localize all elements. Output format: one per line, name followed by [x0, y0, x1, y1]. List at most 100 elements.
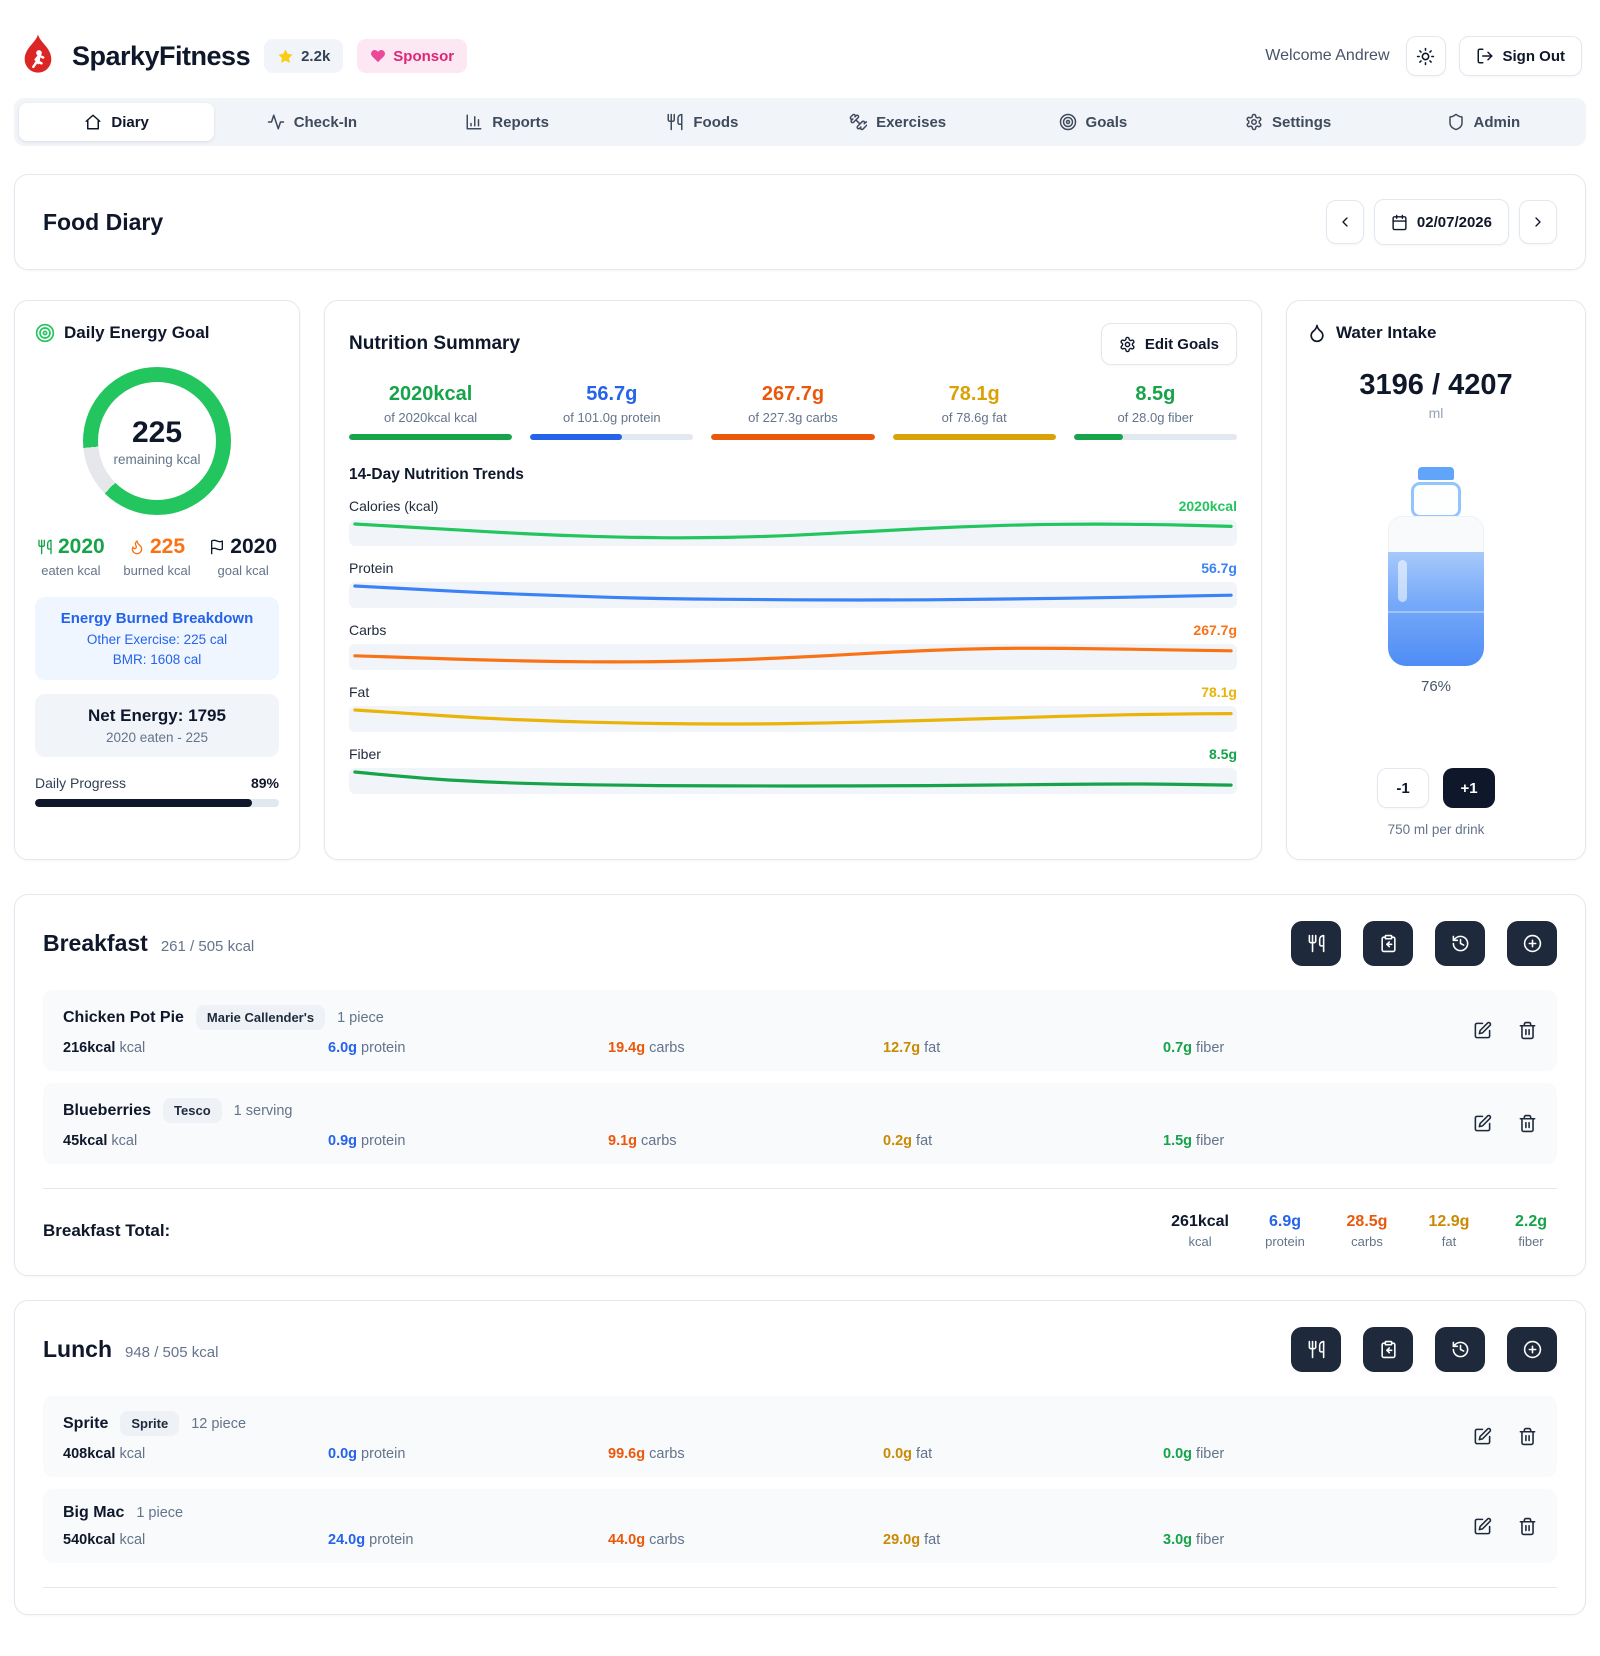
water-title: Water Intake — [1336, 323, 1437, 342]
trend-fiber: Fiber 8.5g — [349, 746, 1237, 794]
edit-pencil-icon — [1474, 1021, 1492, 1039]
trend-value: 8.5g — [1208, 746, 1237, 762]
food-name: Blueberries — [63, 1101, 152, 1119]
food-fiber: 0.7g — [1163, 1040, 1193, 1056]
add-item-button[interactable] — [1507, 921, 1557, 966]
fiber-value: 8.5g — [1135, 383, 1176, 405]
tab-check-in[interactable]: Check-In — [214, 103, 409, 141]
tab-diary[interactable]: Diary — [19, 103, 215, 141]
bar-chart-icon — [466, 114, 482, 130]
target-icon — [1059, 113, 1076, 131]
water-minus-button[interactable]: -1 — [1377, 768, 1429, 808]
main-nav: Diary Check-In Reports Foods Exercises G… — [14, 98, 1586, 146]
goal-stat: 2020 goal kcal — [209, 535, 277, 579]
tab-exercises[interactable]: Exercises — [800, 103, 995, 141]
tab-foods[interactable]: Foods — [605, 103, 800, 141]
utensils-icon — [38, 539, 52, 555]
edit-goals-label: Edit Goals — [1144, 335, 1219, 353]
total-protein: 6.9g — [1268, 1213, 1301, 1230]
food-quantity: 1 serving — [233, 1102, 293, 1119]
net-energy-box: Net Energy: 1795 2020 eaten - 225 — [35, 694, 279, 758]
fiber-goal-label: of 28.0g fiber — [1117, 410, 1194, 425]
log-out-icon — [1477, 48, 1492, 64]
plus-circle-icon — [1523, 934, 1541, 953]
delete-food-button[interactable] — [1518, 1427, 1537, 1446]
edit-food-button[interactable] — [1473, 1517, 1492, 1536]
delete-food-button[interactable] — [1518, 1114, 1537, 1133]
water-pct: 76% — [1420, 678, 1452, 695]
delete-food-button[interactable] — [1518, 1021, 1537, 1040]
edit-food-button[interactable] — [1473, 1114, 1492, 1133]
net-energy-sub: 2020 eaten - 225 — [105, 730, 209, 746]
tab-label: Reports — [492, 113, 549, 131]
clipboard-import-icon — [1380, 1340, 1396, 1359]
tab-settings[interactable]: Settings — [1191, 103, 1386, 141]
paste-food-button[interactable] — [1363, 1327, 1413, 1372]
app-logo-flame-icon — [24, 34, 52, 73]
add-food-button[interactable] — [1291, 1327, 1341, 1372]
edit-goals-button[interactable]: Edit Goals — [1100, 323, 1237, 365]
app-header: SparkyFitness 2.2k Sponsor Welcome Andre… — [0, 0, 1600, 80]
tab-label: Diary — [111, 113, 149, 131]
food-quantity: 1 piece — [337, 1009, 384, 1026]
add-item-button[interactable] — [1507, 1327, 1557, 1372]
next-day-button[interactable] — [1519, 200, 1557, 244]
lunch-section: Lunch 948 / 505 kcal Sprite Sprite — [14, 1300, 1586, 1615]
edit-food-button[interactable] — [1473, 1427, 1492, 1446]
tab-reports[interactable]: Reports — [410, 103, 605, 141]
total-label: Breakfast Total: — [43, 1221, 171, 1240]
recent-foods-button[interactable] — [1435, 1327, 1485, 1372]
sign-out-button[interactable]: Sign Out — [1458, 36, 1582, 76]
app-name: SparkyFitness — [72, 40, 251, 71]
food-kcal: 540kcal — [63, 1532, 116, 1548]
trend-value: 267.7g — [1193, 622, 1237, 638]
food-fiber: 1.5g — [1163, 1133, 1193, 1149]
trend-calories: Calories (kcal) 2020kcal — [349, 498, 1237, 546]
add-food-button[interactable] — [1291, 921, 1341, 966]
date-picker-button[interactable]: 02/07/2026 — [1373, 199, 1509, 245]
recent-foods-button[interactable] — [1435, 921, 1485, 966]
paste-food-button[interactable] — [1363, 921, 1413, 966]
breakdown-other-exercise: Other Exercise: 225 cal — [86, 632, 228, 648]
water-plus-button[interactable]: +1 — [1443, 768, 1495, 808]
gear-icon — [1120, 336, 1135, 352]
carbs-sparkline — [349, 644, 1237, 670]
food-diary-bar: Food Diary 02/07/2026 — [14, 174, 1586, 270]
food-kcal: 408kcal — [63, 1446, 116, 1462]
tab-label: Goals — [1085, 113, 1128, 131]
trend-value: 78.1g — [1201, 684, 1237, 700]
history-clock-icon — [1452, 935, 1468, 952]
edit-food-button[interactable] — [1473, 1021, 1492, 1040]
trend-label: Carbs — [349, 622, 387, 638]
utensils-icon — [1308, 934, 1324, 953]
shield-icon — [1448, 113, 1463, 131]
food-name: Big Mac — [63, 1504, 125, 1521]
tab-admin[interactable]: Admin — [1386, 103, 1581, 141]
prev-day-button[interactable] — [1325, 200, 1364, 244]
sponsor-label: Sponsor — [393, 47, 455, 65]
meal-title: Breakfast — [43, 930, 148, 956]
burned-stat: 225 burned kcal — [123, 535, 190, 579]
breakfast-total-row: Breakfast Total: 261kcal kcal 6.9g protein… — [43, 1213, 1557, 1249]
chevron-right-icon — [1535, 217, 1541, 227]
delete-food-button[interactable] — [1518, 1517, 1537, 1536]
welcome-text: Welcome Andrew — [1265, 47, 1390, 64]
meal-summary: 261 / 505 kcal — [160, 938, 255, 955]
github-stars-badge[interactable]: 2.2k — [264, 39, 344, 73]
tab-goals[interactable]: Goals — [995, 103, 1190, 141]
theme-toggle-button[interactable] — [1405, 36, 1446, 76]
food-quantity: 1 piece — [136, 1505, 184, 1521]
sponsor-badge[interactable]: Sponsor — [357, 39, 468, 73]
trend-label: Calories (kcal) — [349, 498, 439, 514]
food-fat: 0.0g — [883, 1446, 913, 1462]
trash-icon — [1519, 1427, 1536, 1446]
trend-carbs: Carbs 267.7g — [349, 622, 1237, 670]
carbs-value: 267.7g — [761, 383, 825, 405]
water-unit: ml — [1428, 405, 1444, 421]
goal-label: goal kcal — [217, 563, 269, 578]
daily-progress-bar — [35, 799, 279, 808]
food-name: Chicken Pot Pie — [63, 1008, 184, 1026]
fiber-sparkline — [349, 768, 1237, 794]
star-icon — [278, 48, 293, 63]
food-kcal: 45kcal — [63, 1133, 108, 1149]
